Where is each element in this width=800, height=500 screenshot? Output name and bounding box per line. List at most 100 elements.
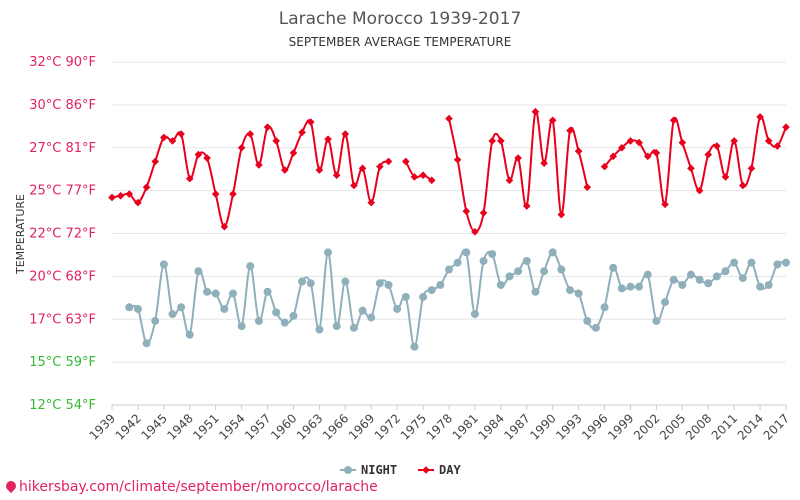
data-point-day[interactable]	[747, 164, 756, 173]
data-point-day[interactable]	[255, 161, 263, 169]
data-point-day[interactable]	[306, 118, 315, 126]
data-point-night[interactable]	[427, 286, 436, 295]
data-point-night[interactable]	[514, 267, 523, 276]
data-point-night[interactable]	[410, 342, 419, 351]
data-point-night[interactable]	[661, 298, 670, 307]
data-point-night[interactable]	[617, 284, 626, 293]
data-point-night[interactable]	[341, 277, 350, 286]
data-point-night[interactable]	[600, 303, 609, 312]
data-point-day[interactable]	[246, 130, 255, 138]
data-point-day[interactable]	[756, 113, 764, 121]
data-point-day[interactable]	[669, 116, 678, 125]
data-point-night[interactable]	[254, 316, 263, 325]
data-point-night[interactable]	[565, 286, 574, 295]
data-point-day[interactable]	[229, 190, 237, 198]
data-point-night[interactable]	[721, 267, 730, 276]
data-point-day[interactable]	[695, 186, 704, 195]
data-point-night[interactable]	[194, 267, 203, 276]
data-point-day[interactable]	[540, 159, 548, 167]
data-point-night[interactable]	[228, 289, 237, 298]
data-point-night[interactable]	[125, 303, 134, 312]
data-point-night[interactable]	[557, 265, 566, 274]
data-point-day[interactable]	[281, 166, 289, 174]
data-point-day[interactable]	[531, 107, 540, 116]
data-point-night[interactable]	[332, 322, 341, 331]
data-point-night[interactable]	[185, 330, 194, 339]
data-point-day[interactable]	[505, 176, 514, 185]
data-point-night[interactable]	[384, 280, 393, 289]
data-point-night[interactable]	[133, 304, 142, 313]
data-point-night[interactable]	[375, 279, 384, 288]
data-point-night[interactable]	[730, 258, 739, 267]
data-point-day[interactable]	[203, 154, 211, 162]
data-point-day[interactable]	[367, 198, 376, 207]
data-point-night[interactable]	[635, 282, 644, 291]
data-point-night[interactable]	[393, 304, 402, 313]
data-point-day[interactable]	[721, 173, 730, 181]
data-point-day[interactable]	[497, 137, 505, 145]
data-point-day[interactable]	[609, 152, 617, 161]
data-point-day[interactable]	[237, 143, 246, 152]
data-point-night[interactable]	[522, 256, 531, 265]
data-point-night[interactable]	[678, 280, 687, 289]
data-point-day[interactable]	[782, 123, 790, 131]
data-point-night[interactable]	[574, 289, 583, 298]
data-point-night[interactable]	[583, 316, 592, 325]
data-point-day[interactable]	[548, 116, 557, 125]
data-point-night[interactable]	[479, 256, 488, 265]
data-point-night[interactable]	[756, 282, 765, 291]
data-point-day[interactable]	[557, 210, 566, 219]
data-point-night[interactable]	[669, 275, 678, 284]
data-point-day[interactable]	[713, 142, 721, 150]
data-point-night[interactable]	[686, 270, 695, 279]
data-point-day[interactable]	[566, 126, 574, 135]
data-point-night[interactable]	[436, 280, 445, 289]
data-point-night[interactable]	[142, 339, 151, 348]
data-point-night[interactable]	[367, 313, 376, 322]
data-point-night[interactable]	[272, 308, 281, 317]
data-point-night[interactable]	[591, 323, 600, 332]
data-point-day[interactable]	[652, 149, 661, 157]
data-point-day[interactable]	[384, 157, 393, 166]
data-point-night[interactable]	[168, 310, 177, 319]
data-point-day[interactable]	[350, 181, 358, 190]
data-point-day[interactable]	[419, 171, 427, 179]
data-point-night[interactable]	[747, 258, 756, 267]
data-point-day[interactable]	[194, 150, 203, 159]
data-point-night[interactable]	[704, 279, 713, 288]
data-point-night[interactable]	[289, 311, 298, 320]
data-point-night[interactable]	[738, 274, 747, 283]
data-point-day[interactable]	[272, 137, 280, 145]
data-point-day[interactable]	[177, 130, 185, 138]
data-point-day[interactable]	[211, 190, 220, 198]
data-point-day[interactable]	[358, 164, 367, 173]
data-point-day[interactable]	[479, 209, 488, 217]
data-point-day[interactable]	[315, 166, 324, 174]
data-point-night[interactable]	[488, 250, 497, 259]
data-point-night[interactable]	[505, 272, 514, 281]
data-point-day[interactable]	[289, 149, 298, 157]
data-point-night[interactable]	[324, 248, 333, 257]
legend-item-day[interactable]: DAY	[418, 463, 461, 477]
data-point-night[interactable]	[419, 292, 428, 301]
data-point-day[interactable]	[125, 190, 134, 198]
data-point-night[interactable]	[496, 280, 505, 289]
data-point-day[interactable]	[324, 135, 332, 143]
data-point-night[interactable]	[540, 267, 549, 276]
legend[interactable]: NIGHT DAY	[340, 463, 461, 477]
data-point-day[interactable]	[462, 207, 471, 216]
data-point-day[interactable]	[427, 176, 436, 185]
data-point-day[interactable]	[600, 162, 609, 171]
data-point-day[interactable]	[643, 152, 652, 161]
data-point-day[interactable]	[574, 147, 583, 155]
data-point-day[interactable]	[341, 130, 350, 138]
data-point-day[interactable]	[522, 202, 531, 210]
data-point-night[interactable]	[548, 248, 557, 257]
data-point-night[interactable]	[652, 316, 661, 325]
data-point-day[interactable]	[514, 154, 522, 162]
data-point-day[interactable]	[445, 114, 453, 123]
data-point-night[interactable]	[712, 272, 721, 281]
data-point-night[interactable]	[220, 304, 229, 313]
data-point-day[interactable]	[635, 138, 643, 147]
data-point-day[interactable]	[401, 157, 410, 166]
